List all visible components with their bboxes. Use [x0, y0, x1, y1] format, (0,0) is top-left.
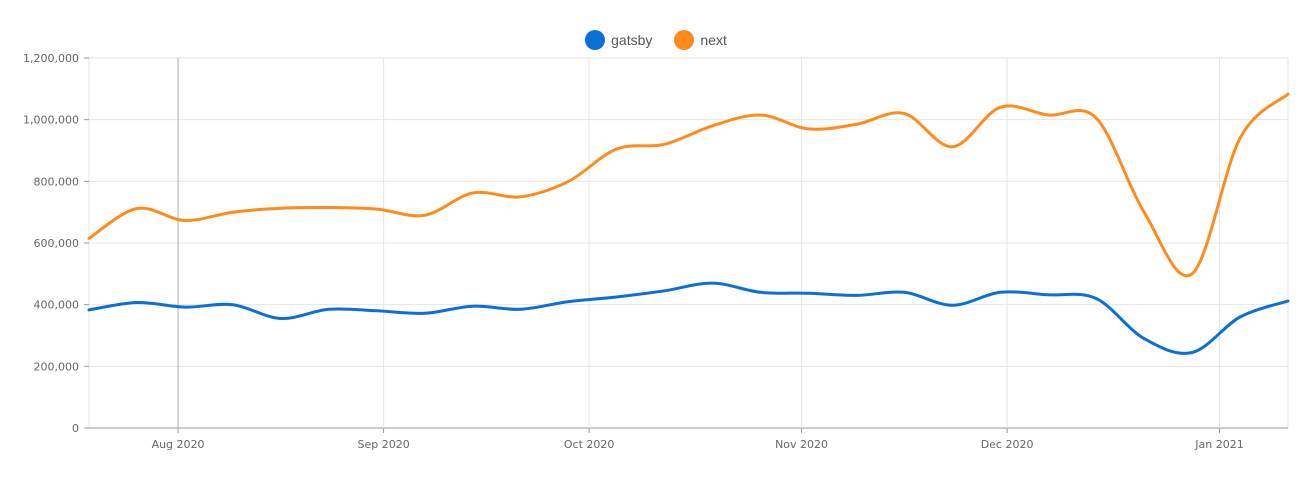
y-axis: 0 200,000 400,000 600,000 800,000 1,000,000 1,… [23, 52, 89, 435]
x-tick-label: Dec 2020 [981, 438, 1034, 451]
legend-swatch-next [674, 30, 695, 50]
legend-item-next[interactable]: next [674, 30, 727, 50]
series-line-next [87, 92, 1290, 278]
y-tick-label: 200,000 [34, 360, 80, 373]
y-tick-label: 600,000 [34, 237, 80, 250]
legend-label-gatsby: gatsby [611, 32, 653, 48]
x-tick-label: Sep 2020 [357, 438, 409, 451]
x-tick-label: Aug 2020 [152, 438, 205, 451]
y-tick-label: 400,000 [34, 299, 80, 312]
x-tick-label: Oct 2020 [564, 438, 615, 451]
legend: gatsby next [0, 30, 1312, 50]
legend-label-next: next [700, 32, 727, 48]
x-axis: Aug 2020 Sep 2020 Oct 2020 Nov 2020 Dec 2020… [152, 428, 1244, 451]
y-tick-label: 1,200,000 [23, 52, 79, 65]
y-tick-label: 1,000,000 [23, 114, 79, 127]
series-lines [87, 92, 1290, 355]
legend-swatch-gatsby [585, 30, 606, 50]
grid-lines [88, 57, 1289, 429]
y-tick-label: 800,000 [34, 175, 80, 188]
x-tick-label: Nov 2020 [775, 438, 828, 451]
y-tick-label: 0 [72, 422, 79, 435]
series-line-gatsby [87, 281, 1290, 355]
legend-item-gatsby[interactable]: gatsby [585, 30, 652, 50]
x-tick-label: Jan 2021 [1194, 438, 1243, 451]
